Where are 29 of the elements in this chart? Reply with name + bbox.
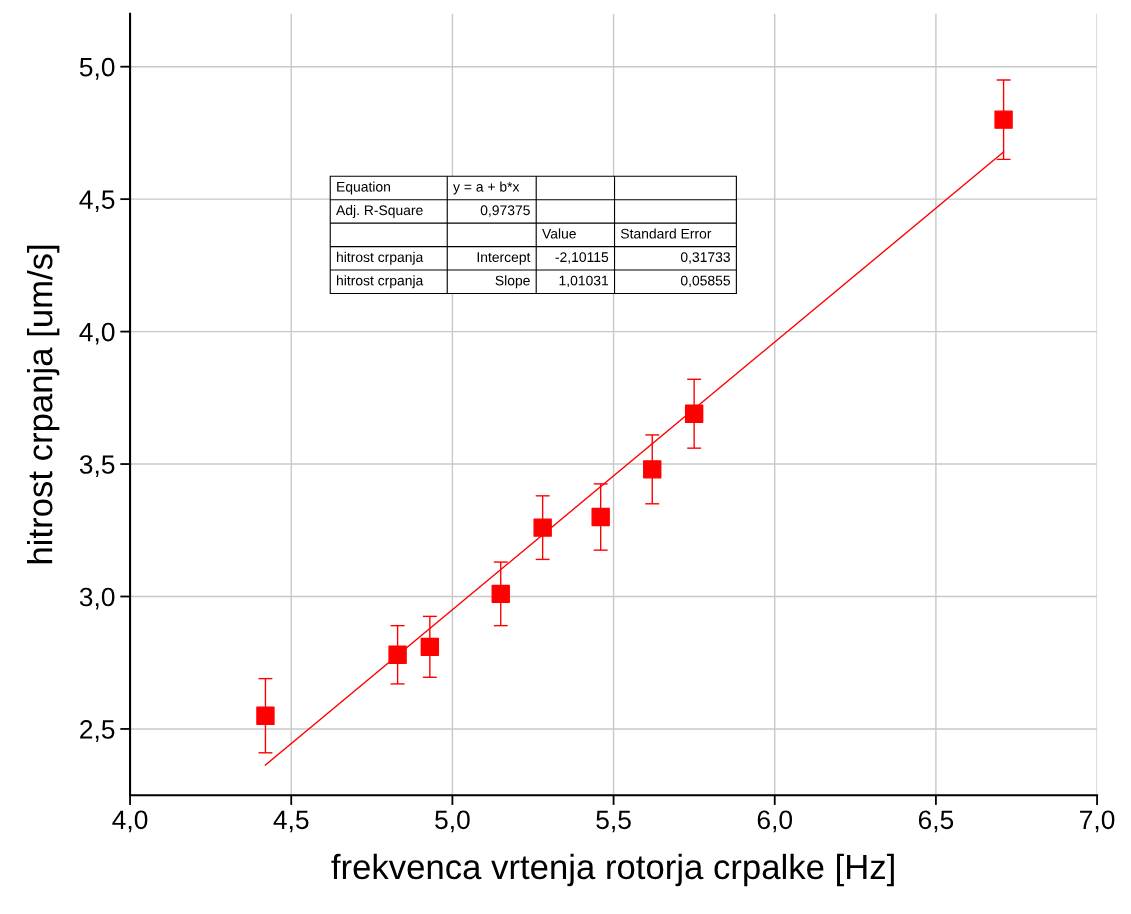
point [491, 584, 510, 604]
text: hitrost crpanja Slope 1,01031 0,05855 [337, 275, 730, 289]
x-tick-label: 5,5 [596, 810, 631, 833]
point [643, 460, 662, 479]
y-tick-label: 3,0 [79, 587, 115, 610]
point [994, 110, 1013, 129]
x-tick-label: 4,0 [112, 810, 148, 833]
y-tick-label: 2,5 [80, 720, 115, 742]
point [420, 637, 440, 657]
y-tick-label: 3,5 [79, 455, 115, 477]
point [684, 404, 704, 423]
x-tick-label: 7,0 [1080, 810, 1115, 833]
y-axis-title: hitrost crpanja [um/s] [26, 245, 60, 564]
point [256, 706, 275, 725]
point [388, 645, 407, 664]
text: hitrost crpanja Intercept -2,10115 0,31733 [337, 251, 730, 265]
x-tick-label: 6,0 [757, 810, 793, 833]
y-tick-label: 4,0 [79, 322, 115, 345]
point [591, 507, 610, 527]
x-axis-title: frekvenca vrtenja rotorja crpalke [Hz] [331, 853, 894, 887]
text: Adj. R-Square 0,97375 [336, 204, 530, 218]
point [533, 518, 552, 537]
y-tick-label: 4,5 [79, 190, 115, 213]
y-tick-label: 5,0 [79, 57, 115, 80]
text: Value Standard Error [542, 228, 712, 239]
x-tick-label: 4,5 [273, 810, 309, 833]
text: Equation y = a + b*x [337, 181, 520, 195]
x-tick-label: 6,5 [918, 810, 954, 833]
x-tick-label: 5,0 [435, 810, 470, 833]
